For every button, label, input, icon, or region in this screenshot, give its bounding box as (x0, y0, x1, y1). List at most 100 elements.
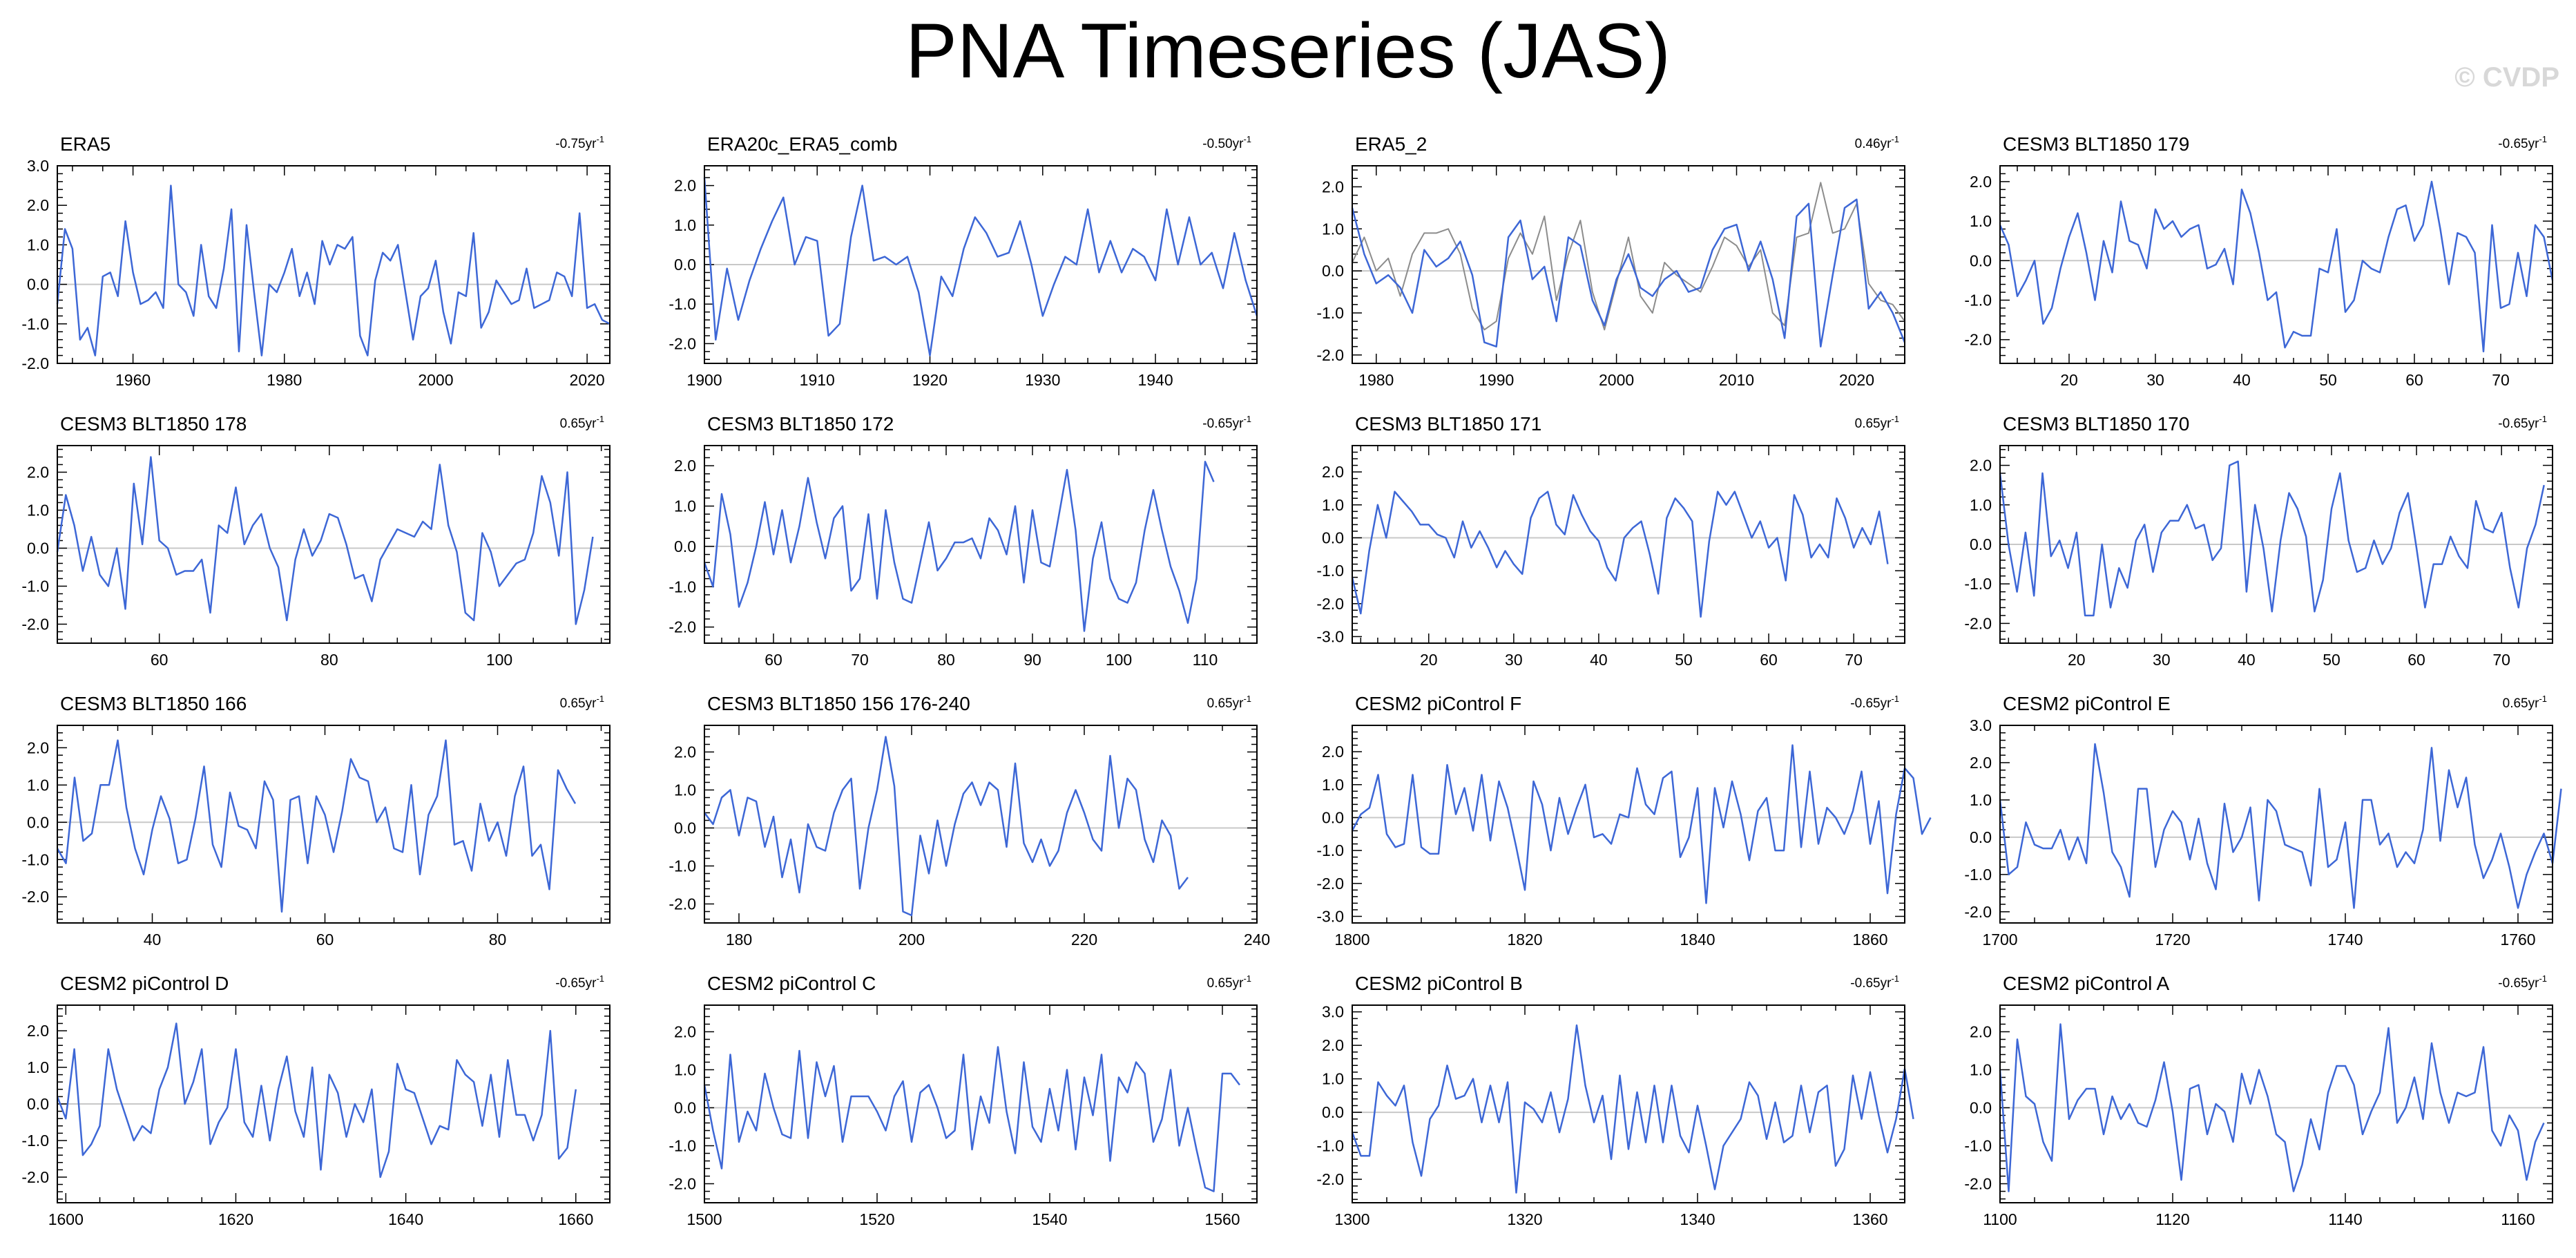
x-tick-label: 1860 (1852, 931, 1887, 949)
trend-value: 0.65yr (560, 696, 597, 711)
x-tick-label: 1160 (2501, 1210, 2535, 1228)
x-tick-label: 70 (1845, 651, 1863, 669)
x-tick-label: 1360 (1852, 1210, 1887, 1228)
x-tick-label: 1820 (1507, 931, 1542, 949)
x-tick-label: 220 (1071, 931, 1097, 949)
plot-frame (1352, 165, 1905, 364)
x-tick-label: 90 (1023, 651, 1041, 669)
panel-trend: -0.65yr-1 (1202, 414, 1251, 431)
x-tick-label: 60 (1760, 651, 1778, 669)
plot-frame (57, 725, 611, 924)
trend-value: 0.65yr (560, 417, 597, 431)
y-tick-label: -1.0 (669, 1137, 696, 1155)
trend-exponent: -1 (596, 134, 604, 144)
series-line (56, 184, 611, 356)
series-line (703, 461, 1215, 632)
panel-title: CESM2 piControl D (60, 973, 229, 994)
x-tick-label: 1340 (1680, 1210, 1715, 1228)
x-tick-label: 1920 (912, 371, 948, 389)
x-tick-label: 2020 (1839, 371, 1874, 389)
y-tick-label: -1.0 (1964, 291, 1992, 309)
y-tick-label: 0.0 (1970, 251, 1992, 269)
plot-frame (1999, 165, 2553, 364)
y-tick-label: -1.0 (669, 857, 696, 875)
y-tick-label: 0.0 (1322, 262, 1344, 280)
y-tick-label: -1.0 (1964, 866, 1992, 884)
trend-exponent: -1 (1891, 134, 1899, 144)
y-tick-label: 2.0 (1970, 754, 1992, 772)
y-tick-label: -2.0 (669, 895, 696, 913)
chart-panel: CESM3 BLT1850 179 -0.65yr-1 20 30 40 50 60 70 2.… (1964, 133, 2554, 389)
y-tick-label: -3.0 (1316, 907, 1344, 925)
x-tick-label: 1640 (388, 1210, 423, 1228)
chart-panel: CESM2 piControl A -0.65yr-1 1100 1120 1140 11… (1964, 973, 2553, 1228)
trend-exponent: -1 (1891, 414, 1899, 424)
y-tick-label: 0.0 (1970, 828, 1992, 846)
series-line (703, 178, 1258, 356)
x-tick-label: 1800 (1334, 931, 1369, 949)
chart-panel: CESM2 piControl E 0.65yr-1 1700 1720 1740 176… (1964, 693, 2562, 949)
trend-exponent: -1 (1891, 694, 1899, 704)
trend-exponent: -1 (1243, 973, 1251, 984)
panel-trend: 0.65yr-1 (560, 414, 604, 431)
x-tick-label: 100 (486, 651, 512, 669)
plot-frame (1352, 725, 1905, 924)
panel-title: CESM3 BLT1850 166 (60, 693, 247, 714)
series-line-secondary (1352, 182, 1905, 331)
y-tick-label: -2.0 (1316, 595, 1344, 613)
chart-panel: CESM3 BLT1850 171 0.65yr-1 20 30 40 50 60 70 2.0… (1316, 413, 1905, 669)
y-tick-label: 0.0 (27, 540, 49, 557)
plot-frame (704, 1004, 1258, 1203)
y-tick-label: 0.0 (1322, 808, 1344, 826)
trend-value: -0.65yr (1850, 696, 1892, 711)
y-tick-label: 2.0 (1970, 173, 1992, 191)
plot-frame (704, 445, 1258, 644)
trend-value: 0.65yr (1207, 976, 1244, 991)
x-tick-label: 20 (1420, 651, 1438, 669)
chart-panel: CESM3 BLT1850 170 -0.65yr-1 20 30 40 50 60 70 2.… (1964, 413, 2553, 669)
y-tick-label: -1.0 (21, 578, 49, 595)
x-tick-label: 50 (2323, 651, 2340, 669)
y-tick-label: 1.0 (1322, 496, 1344, 514)
panel-trend: -0.75yr-1 (555, 134, 604, 151)
series-line (703, 1046, 1240, 1192)
y-tick-label: 0.0 (27, 276, 49, 294)
x-tick-label: 20 (2060, 371, 2078, 389)
panel-trend: -0.65yr-1 (1850, 694, 1899, 711)
y-tick-label: -2.0 (1964, 614, 1992, 632)
x-tick-label: 240 (1244, 931, 1270, 949)
x-tick-label: 30 (1505, 651, 1523, 669)
trend-value: -0.65yr (2498, 417, 2539, 431)
y-tick-label: -1.0 (1316, 1137, 1344, 1155)
page-title: PNA Timeseries (JAS) (905, 8, 1671, 94)
series-line (1351, 490, 1889, 618)
panel-trend: 0.65yr-1 (1207, 973, 1251, 991)
trend-exponent: -1 (2539, 414, 2547, 424)
trend-value: -0.65yr (2498, 137, 2539, 151)
y-tick-label: -2.0 (21, 1168, 49, 1186)
x-tick-label: 1120 (2155, 1210, 2189, 1228)
x-tick-label: 200 (898, 931, 925, 949)
y-tick-label: 1.0 (674, 497, 696, 515)
y-tick-label: 2.0 (27, 1022, 49, 1040)
trend-exponent: -1 (596, 694, 604, 704)
y-tick-label: 2.0 (27, 464, 49, 482)
y-tick-label: 1.0 (674, 781, 696, 799)
series-line (1999, 460, 2545, 617)
chart-panel: ERA5_2 0.46yr-1 1980 1990 2000 2010 2020 2.0 1.0… (1316, 133, 1906, 389)
y-tick-label: 1.0 (1322, 220, 1344, 238)
y-tick-label: -2.0 (1316, 875, 1344, 893)
x-tick-label: 2020 (570, 371, 605, 389)
y-tick-label: -2.0 (669, 334, 696, 352)
x-tick-label: 80 (937, 651, 955, 669)
x-tick-label: 1520 (859, 1210, 894, 1228)
trend-value: 0.65yr (1855, 417, 1892, 431)
y-tick-label: 1.0 (27, 776, 49, 794)
x-tick-label: 60 (2405, 371, 2423, 389)
x-tick-label: 1560 (1204, 1210, 1240, 1228)
x-tick-label: 1320 (1507, 1210, 1542, 1228)
x-tick-label: 60 (765, 651, 782, 669)
y-tick-label: -1.0 (1964, 575, 1992, 593)
panel-title: CESM3 BLT1850 170 (2003, 413, 2189, 435)
y-tick-label: 2.0 (1322, 463, 1344, 481)
